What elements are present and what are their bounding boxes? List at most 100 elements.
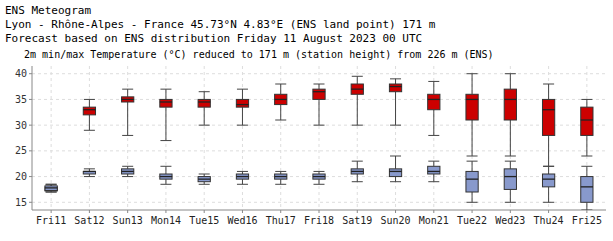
median	[542, 178, 554, 179]
box	[160, 174, 172, 179]
median	[83, 109, 95, 110]
x-tick-label: Wed16	[227, 215, 257, 226]
whisker-cap	[467, 156, 478, 157]
whisker-cap	[84, 99, 95, 100]
box	[351, 169, 363, 174]
box	[428, 166, 440, 174]
whisker-cap	[352, 125, 363, 126]
whisker-cap	[352, 76, 363, 77]
whisker	[242, 179, 243, 184]
box	[542, 174, 554, 187]
whisker	[357, 174, 358, 182]
y-tick-label: 30	[15, 120, 27, 131]
whisker	[433, 110, 434, 136]
median	[275, 176, 287, 177]
whisker-cap	[581, 210, 592, 211]
whisker	[165, 107, 166, 140]
whisker	[548, 166, 549, 174]
box	[45, 186, 57, 191]
box	[389, 84, 401, 92]
y-tick	[29, 99, 32, 100]
x-tick-label: Tue15	[189, 215, 219, 226]
whisker	[472, 161, 473, 171]
median	[581, 119, 593, 120]
whisker	[395, 177, 396, 182]
whisker	[586, 99, 587, 107]
box	[351, 84, 363, 94]
whisker-cap	[237, 89, 248, 90]
box	[236, 99, 248, 107]
x-tick-label: Wed23	[495, 215, 525, 226]
median	[466, 178, 478, 179]
title: ENS Meteogram	[5, 4, 91, 17]
y-tick	[29, 176, 32, 177]
y-tick	[29, 202, 32, 203]
grid-line	[89, 66, 90, 210]
box	[236, 174, 248, 179]
title: Forecast based on ENS distribution Frida…	[5, 32, 422, 45]
whisker-cap	[122, 176, 133, 177]
whisker-cap	[46, 192, 57, 193]
box	[504, 89, 516, 120]
whisker-cap	[313, 184, 324, 185]
grid-line	[165, 66, 166, 210]
whisker-cap	[505, 161, 516, 162]
box	[160, 99, 172, 107]
grid-line	[548, 66, 549, 210]
whisker	[280, 179, 281, 184]
x-tick	[472, 210, 473, 213]
grid-line	[32, 176, 606, 177]
series	[45, 74, 593, 192]
whisker-cap	[390, 78, 401, 79]
whisker-cap	[237, 125, 248, 126]
grid-line	[433, 66, 434, 210]
whisker-cap	[352, 161, 363, 162]
x-tick	[433, 210, 434, 213]
median	[351, 88, 363, 89]
x-tick	[51, 210, 52, 213]
median	[275, 99, 287, 100]
median	[198, 101, 210, 102]
whisker-cap	[543, 166, 554, 167]
whisker-cap	[46, 192, 57, 193]
whisker	[548, 135, 549, 166]
box	[389, 169, 401, 177]
whisker-cap	[199, 184, 210, 185]
x-tick-label: Thu24	[534, 215, 564, 226]
x-tick	[242, 210, 243, 213]
box	[198, 177, 210, 182]
x-tick-label: Fri18	[304, 215, 334, 226]
whisker-cap	[160, 89, 171, 90]
median	[236, 104, 248, 105]
whisker-cap	[390, 156, 401, 157]
whisker	[586, 135, 587, 156]
y-tick-label: 20	[15, 171, 27, 182]
whisker-cap	[46, 184, 57, 185]
whisker-cap	[84, 176, 95, 177]
median	[351, 171, 363, 172]
whisker-cap	[581, 166, 592, 167]
box	[122, 169, 134, 174]
marks	[45, 74, 593, 210]
whisker	[548, 84, 549, 99]
median	[122, 171, 134, 172]
x-tick-label: Thu17	[266, 215, 296, 226]
box	[313, 174, 325, 179]
x-tick	[319, 210, 320, 213]
whisker	[510, 74, 511, 89]
box	[83, 107, 95, 115]
whisker	[395, 156, 396, 169]
whisker	[242, 107, 243, 125]
whisker	[357, 76, 358, 84]
whisker	[395, 79, 396, 84]
whisker-cap	[313, 125, 324, 126]
box	[581, 107, 593, 135]
whisker-cap	[581, 99, 592, 100]
x-tick-label: Fri11	[36, 215, 66, 226]
x-tick	[357, 210, 358, 213]
y-tick-label: 25	[15, 145, 27, 156]
x-tick-label: Tue22	[457, 215, 487, 226]
whisker-cap	[543, 84, 554, 85]
whisker	[204, 92, 205, 100]
whisker	[357, 161, 358, 169]
